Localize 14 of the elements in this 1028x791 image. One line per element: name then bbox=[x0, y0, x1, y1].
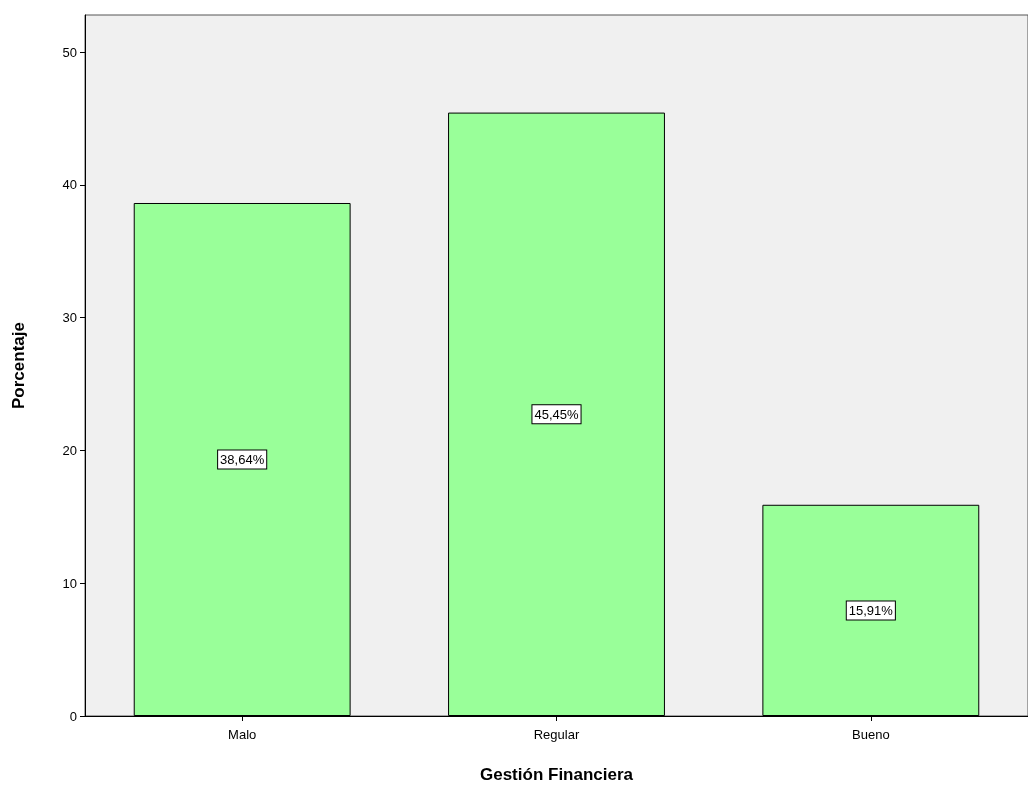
y-tick-label: 50 bbox=[62, 44, 77, 60]
y-tick-label: 10 bbox=[62, 575, 77, 591]
x-tick-label: Regular bbox=[533, 727, 580, 742]
x-tick-label: Malo bbox=[228, 727, 257, 742]
y-tick-label: 40 bbox=[62, 177, 77, 193]
data-label: 45,45% bbox=[534, 406, 579, 422]
y-tick-label: 30 bbox=[62, 310, 77, 326]
x-tick-label: Bueno bbox=[852, 727, 890, 742]
y-axis-title: Porcentaje bbox=[9, 322, 28, 409]
y-tick-label: 0 bbox=[69, 708, 77, 724]
y-tick-label: 20 bbox=[62, 442, 77, 458]
data-label: 38,64% bbox=[220, 452, 265, 467]
data-label: 15,91% bbox=[848, 602, 894, 618]
x-axis-title: Gestión Financiera bbox=[479, 765, 634, 784]
